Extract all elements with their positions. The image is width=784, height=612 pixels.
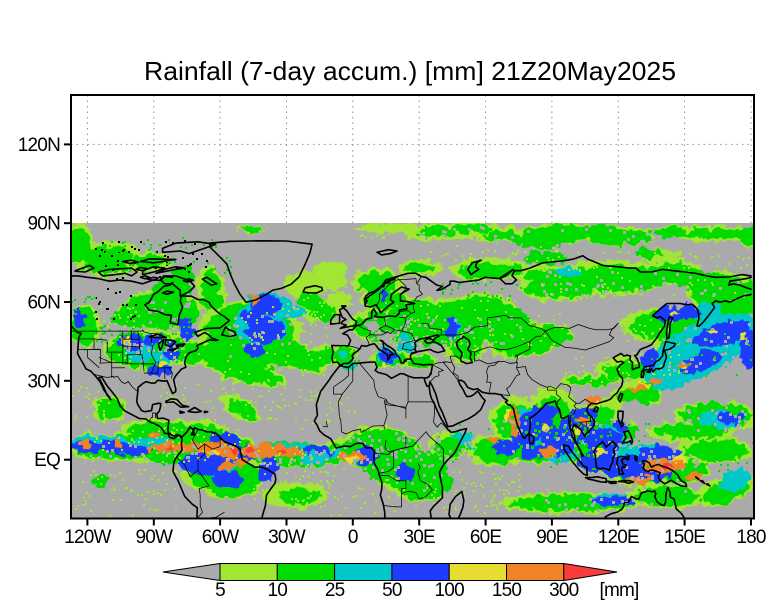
svg-text:60E: 60E: [470, 527, 502, 548]
svg-text:30N: 30N: [28, 371, 61, 392]
svg-text:5: 5: [215, 580, 225, 601]
svg-text:300: 300: [549, 580, 579, 601]
svg-text:120E: 120E: [598, 527, 639, 548]
svg-text:90W: 90W: [135, 527, 173, 548]
svg-text:60N: 60N: [28, 293, 61, 314]
svg-text:[mm]: [mm]: [599, 580, 638, 601]
svg-text:30W: 30W: [268, 527, 306, 548]
svg-text:100: 100: [435, 580, 465, 601]
svg-text:120N: 120N: [18, 135, 60, 156]
svg-text:EQ: EQ: [34, 450, 60, 471]
svg-text:30E: 30E: [403, 527, 435, 548]
svg-text:60W: 60W: [202, 527, 240, 548]
svg-text:Rainfall (7-day accum.) [mm] 2: Rainfall (7-day accum.) [mm] 21Z20May202…: [144, 56, 676, 86]
svg-text:120W: 120W: [64, 527, 111, 548]
svg-text:150E: 150E: [664, 527, 705, 548]
svg-text:10: 10: [268, 580, 288, 601]
svg-text:25: 25: [325, 580, 345, 601]
svg-text:180: 180: [736, 527, 766, 548]
svg-text:150: 150: [492, 580, 522, 601]
svg-text:0: 0: [348, 527, 358, 548]
svg-text:50: 50: [382, 580, 402, 601]
svg-text:90N: 90N: [28, 214, 61, 235]
svg-text:90E: 90E: [536, 527, 568, 548]
